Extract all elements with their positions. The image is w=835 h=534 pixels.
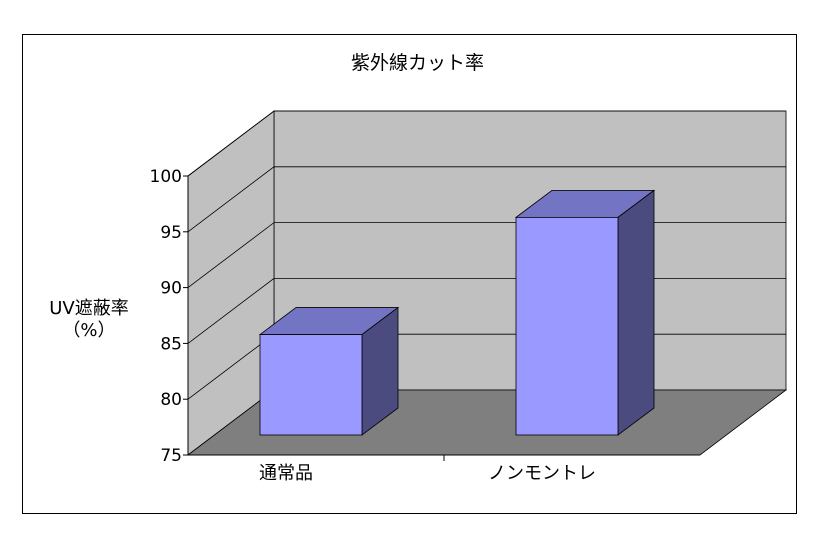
bar-2 (514, 189, 656, 436)
grid-line (187, 166, 786, 233)
bar-side-face (617, 189, 655, 436)
bar-1 (258, 306, 400, 436)
y-axis-label: UV遮蔽率 （%） (30, 298, 148, 342)
y-axis-label-line-1: UV遮蔽率 (49, 298, 129, 319)
bar-front-face (259, 334, 363, 436)
bar-front-face (515, 216, 619, 436)
y-tick-label: 95 (160, 223, 182, 243)
y-tick-label: 80 (160, 390, 182, 410)
labels: 75 80 85 90 95 100 通常品 ノンモントレ (150, 167, 596, 484)
axes (183, 175, 700, 461)
bars (258, 189, 656, 436)
x-category-label: ノンモントレ (488, 463, 596, 484)
grid-line (187, 110, 786, 177)
y-tick-label: 85 (160, 334, 182, 354)
chart-title: 紫外線カット率 (350, 52, 484, 74)
y-tick-label: 75 (160, 446, 182, 466)
y-tick-label: 90 (160, 279, 182, 299)
x-category-label: 通常品 (259, 463, 313, 484)
y-tick-label: 100 (150, 167, 182, 187)
y-axis-label-line-2: （%） (62, 320, 116, 341)
